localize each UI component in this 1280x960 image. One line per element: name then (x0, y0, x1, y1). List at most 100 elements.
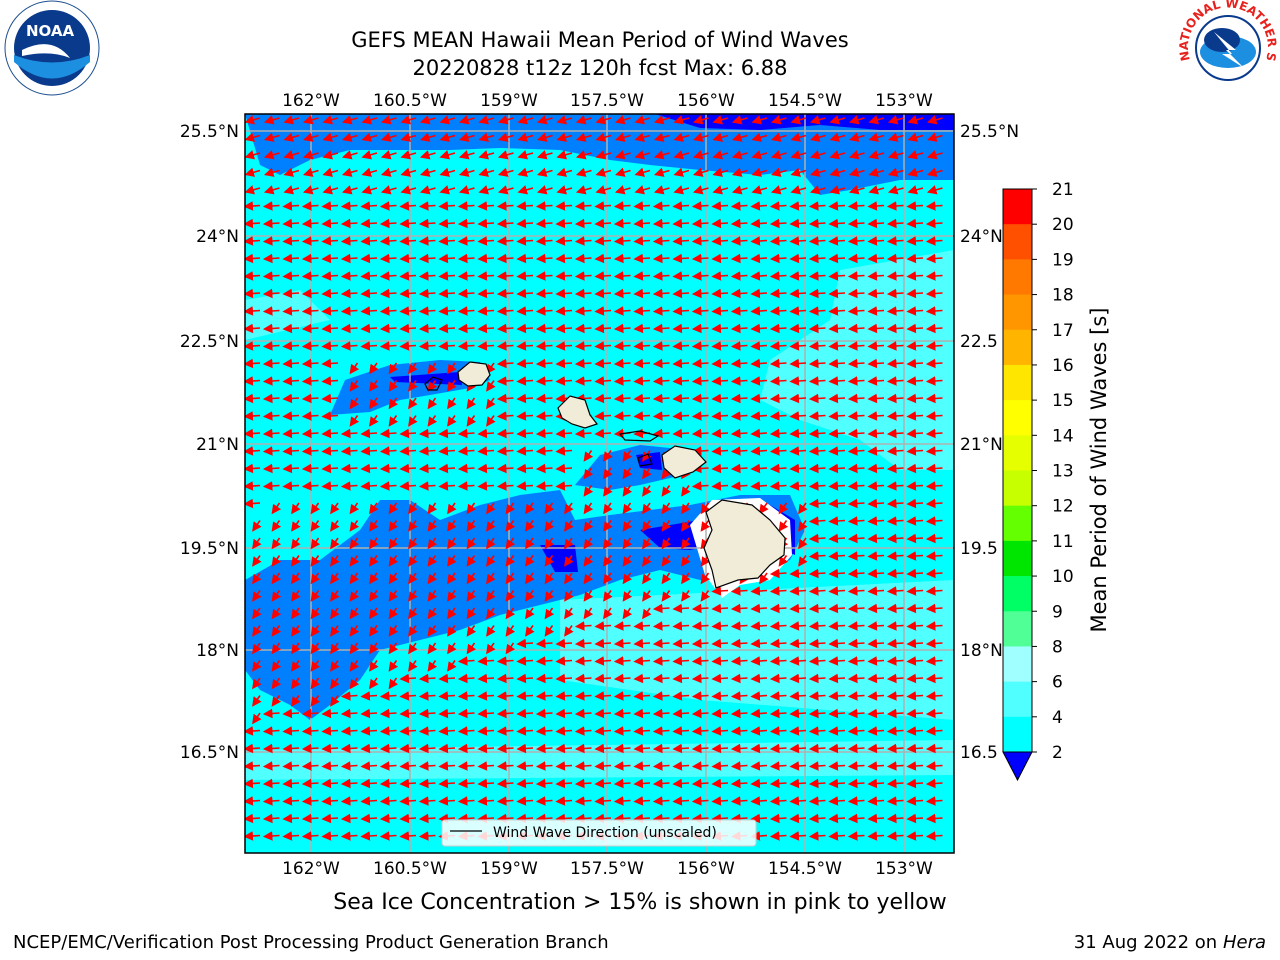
wind-wave-arrow (868, 185, 885, 195)
wind-wave-arrow (750, 306, 768, 316)
wind-wave-arrow (245, 288, 261, 299)
wind-wave-arrow (271, 695, 282, 707)
wind-wave-arrow (466, 590, 477, 602)
wind-wave-arrow (535, 743, 553, 754)
wind-wave-arrow (613, 201, 631, 211)
wind-wave-arrow (282, 428, 300, 439)
wind-wave-arrow (427, 537, 438, 550)
wind-wave-arrow (321, 463, 339, 474)
wind-wave-arrow (828, 323, 846, 334)
wind-wave-arrow (252, 642, 262, 655)
wind-wave-arrow (711, 446, 729, 456)
wind-wave-arrow (691, 726, 709, 736)
wind-wave-arrow (575, 132, 592, 142)
wind-wave-arrow (808, 796, 826, 806)
wind-wave-arrow (809, 185, 826, 195)
wind-wave-arrow (438, 218, 456, 229)
wind-wave-arrow (759, 502, 769, 515)
wind-wave-arrow (712, 132, 729, 142)
wind-wave-arrow (466, 520, 477, 532)
wind-wave-arrow (252, 590, 262, 602)
wind-wave-arrow (477, 743, 495, 754)
wind-wave-arrow (634, 185, 651, 195)
wind-wave-arrow (867, 446, 885, 456)
wind-wave-arrow (808, 218, 826, 229)
wind-wave-arrow (789, 358, 807, 369)
wind-wave-arrow (847, 568, 865, 579)
wind-wave-arrow (330, 607, 340, 620)
wind-wave-arrow (564, 537, 574, 550)
wind-wave-arrow (321, 813, 339, 824)
wind-wave-arrow (907, 132, 924, 142)
colorbar-segment (1003, 470, 1032, 507)
wind-wave-arrow (906, 621, 924, 631)
wind-wave-arrow (614, 167, 631, 177)
wind-wave-arrow (769, 253, 787, 264)
contour-darkblue-maui (636, 452, 662, 470)
wind-wave-arrow (369, 520, 379, 532)
wind-wave-arrow (808, 446, 826, 456)
colorbar-tick-label: 17 (1052, 321, 1074, 341)
wind-wave-arrow (555, 236, 573, 246)
wind-wave-arrow (847, 656, 865, 666)
wind-wave-arrow (321, 481, 339, 491)
wind-wave-arrow (418, 813, 436, 824)
wind-wave-arrow (906, 271, 924, 281)
wind-wave-arrow (925, 411, 943, 421)
wind-wave-arrow (867, 796, 885, 806)
wind-wave-arrow (808, 691, 826, 701)
wind-wave-arrow (282, 358, 300, 369)
wind-wave-arrow (262, 708, 280, 719)
wind-wave-arrow (925, 568, 943, 579)
wind-wave-arrow (750, 621, 768, 631)
wind-wave-arrow (556, 185, 573, 195)
wind-wave-arrow (349, 362, 360, 375)
wind-wave-arrow (730, 691, 748, 701)
wind-wave-arrow (906, 533, 924, 544)
lon-label-bottom: 156°W (677, 859, 735, 879)
wind-wave-arrow (340, 691, 358, 701)
wind-wave-arrow (867, 551, 885, 561)
wind-wave-arrow (613, 761, 631, 771)
wind-wave-arrow (848, 167, 865, 177)
wind-wave-arrow (517, 167, 534, 177)
wind-wave-arrow (847, 498, 865, 509)
wind-wave-arrow (751, 150, 768, 160)
wind-wave-arrow (438, 778, 456, 789)
wind-wave-arrow (847, 236, 865, 246)
wind-wave-arrow (847, 621, 865, 631)
wind-wave-arrow (535, 726, 553, 736)
wind-wave-arrow (486, 397, 496, 410)
wind-wave-arrow (535, 813, 553, 824)
wind-wave-arrow (555, 428, 573, 439)
wind-wave-arrow (466, 555, 477, 567)
wind-wave-arrow (886, 691, 904, 701)
wind-wave-arrow (789, 376, 807, 386)
wind-wave-arrow (731, 185, 748, 195)
wind-wave-arrow (349, 537, 360, 550)
wind-wave-arrow (886, 323, 904, 334)
wind-wave-arrow (340, 446, 358, 456)
wind-wave-arrow (828, 796, 846, 806)
wind-wave-arrow (681, 520, 691, 532)
wind-wave-arrow (847, 253, 865, 264)
wind-wave-arrow (505, 590, 516, 602)
wind-wave-arrow (486, 572, 496, 585)
wind-wave-arrow (457, 708, 475, 719)
wind-wave-arrow (750, 481, 768, 491)
wind-wave-arrow (867, 568, 885, 579)
wind-wave-arrow (408, 642, 418, 655)
lat-label-right: 21°N (960, 435, 1003, 455)
wind-wave-arrow (925, 271, 943, 281)
wind-wave-arrow (310, 677, 321, 690)
wind-wave-arrow (505, 642, 516, 655)
lon-label-bottom: 159°W (480, 859, 538, 879)
lat-label-left: 16.5°N (180, 743, 239, 763)
wind-wave-arrow (622, 502, 633, 515)
wind-wave-arrow (652, 726, 670, 736)
wind-wave-arrow (301, 288, 319, 299)
wind-wave-arrow (301, 726, 319, 736)
wind-wave-arrow (418, 288, 436, 299)
wind-wave-arrow (594, 428, 612, 439)
wind-wave-arrow (906, 481, 924, 491)
